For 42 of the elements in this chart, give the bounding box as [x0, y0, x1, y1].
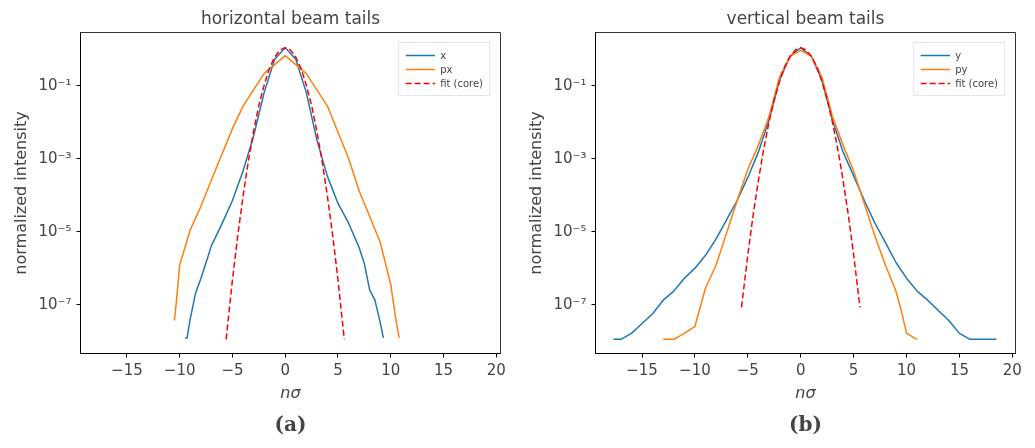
- y-axis-title: normalized intensity: [11, 111, 31, 275]
- y-axis-title: normalized intensity: [526, 111, 546, 275]
- y-tick-label: 10⁻¹: [553, 76, 587, 95]
- x-tick-label: 20: [1002, 360, 1022, 379]
- x-tick-label: 15: [433, 360, 454, 379]
- x-tick-label: 10: [896, 360, 917, 379]
- x-tick-label: −10: [679, 360, 711, 379]
- line-series: [662, 49, 918, 341]
- y-tick-label: 10⁻⁷: [553, 295, 587, 314]
- x-tick-label: 0: [280, 360, 290, 379]
- y-tick-label: 10⁻⁷: [38, 295, 72, 314]
- line-series: [225, 47, 346, 341]
- y-tick-label: 10⁻¹: [38, 76, 72, 95]
- x-tick-label: −15: [626, 360, 658, 379]
- chart-title: horizontal beam tails: [200, 7, 381, 28]
- x-tick-label: −5: [221, 360, 244, 379]
- x-tick-label: 5: [848, 360, 859, 379]
- legend-label: y: [955, 49, 963, 61]
- y-tick-label: 10⁻³: [38, 149, 72, 168]
- y-tick-label: 10⁻⁵: [38, 222, 72, 241]
- line-series: [740, 47, 861, 309]
- line-series: [612, 47, 998, 341]
- x-tick-label: 5: [333, 360, 343, 379]
- legend-label: fit (core): [955, 77, 998, 89]
- x-tick-label: 0: [795, 360, 806, 379]
- legend-label: x: [440, 49, 448, 61]
- x-axis-title: nσ: [795, 382, 817, 402]
- x-tick-label: −15: [111, 360, 143, 379]
- text: (b): [789, 411, 822, 436]
- x-axis-title: nσ: [280, 382, 302, 402]
- text: (a): [274, 411, 307, 436]
- y-tick-label: 10⁻³: [553, 149, 587, 168]
- legend-label: px: [440, 63, 454, 75]
- x-tick-label: 20: [486, 360, 506, 379]
- x-tick-label: 10: [381, 360, 401, 379]
- x-tick-label: −5: [736, 360, 759, 379]
- chart-title: vertical beam tails: [726, 7, 885, 28]
- y-tick-label: 10⁻⁵: [553, 222, 587, 241]
- legend-label: fit (core): [440, 77, 483, 89]
- legend-label: py: [955, 63, 969, 75]
- x-tick-label: 15: [949, 360, 969, 379]
- x-tick-label: −10: [163, 360, 196, 379]
